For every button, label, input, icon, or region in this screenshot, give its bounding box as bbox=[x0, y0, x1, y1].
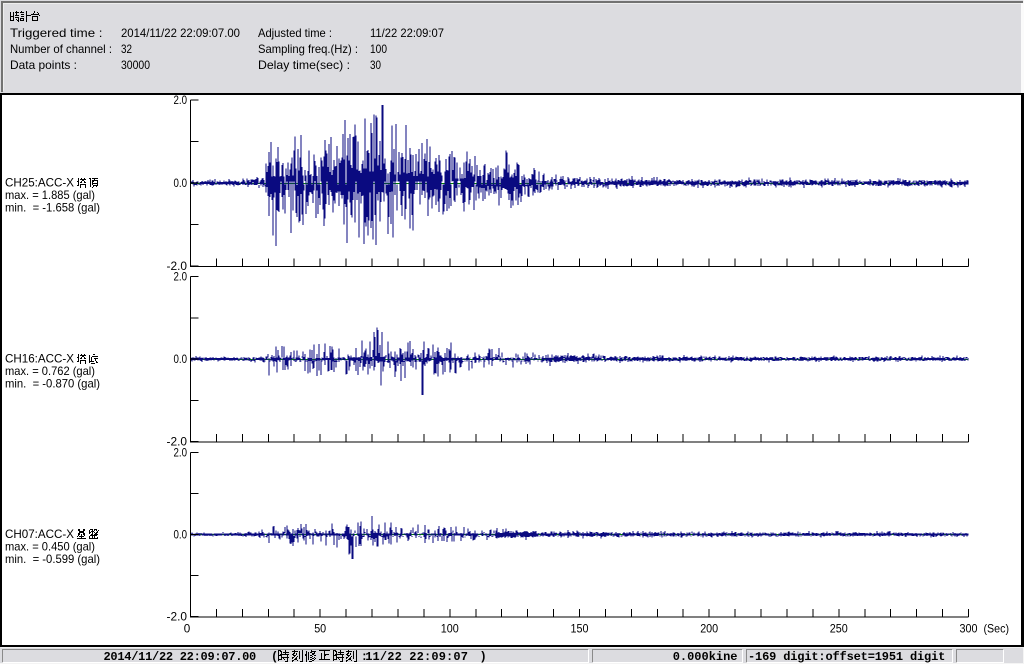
svg-text:Adjusted time :: Adjusted time : bbox=[258, 26, 332, 40]
svg-text:2.0: 2.0 bbox=[174, 446, 188, 460]
svg-text:min. = -0.870 (gal): min. = -0.870 (gal) bbox=[5, 377, 100, 391]
svg-text:max. = 0.450 (gal): max. = 0.450 (gal) bbox=[5, 540, 95, 554]
svg-text:2014/11/22 22:09:07.00: 2014/11/22 22:09:07.00 bbox=[121, 26, 240, 40]
svg-text:200: 200 bbox=[700, 622, 718, 636]
svg-text:max. = 0.762 (gal): max. = 0.762 (gal) bbox=[5, 364, 95, 378]
svg-text:250: 250 bbox=[830, 622, 848, 636]
svg-text:Delay time(sec) :: Delay time(sec) : bbox=[258, 58, 350, 72]
svg-text:50: 50 bbox=[314, 622, 326, 636]
svg-text:-2.0: -2.0 bbox=[167, 435, 188, 449]
svg-text:): ) bbox=[480, 650, 487, 664]
svg-text:100: 100 bbox=[441, 622, 459, 636]
svg-text:CH07:ACC-X: CH07:ACC-X bbox=[5, 527, 74, 541]
svg-text:30000: 30000 bbox=[121, 58, 150, 72]
svg-text:Data points :: Data points : bbox=[10, 58, 77, 72]
svg-text:max. = 1.885 (gal): max. = 1.885 (gal) bbox=[5, 188, 95, 202]
svg-text:2.0: 2.0 bbox=[174, 270, 188, 284]
svg-text:min. = -0.599 (gal): min. = -0.599 (gal) bbox=[5, 552, 100, 566]
svg-text:0.0: 0.0 bbox=[174, 176, 188, 190]
svg-text:0.000kine: 0.000kine bbox=[673, 650, 738, 664]
svg-text:300: 300 bbox=[960, 622, 978, 636]
svg-text:100: 100 bbox=[370, 42, 387, 56]
svg-text:32: 32 bbox=[121, 42, 132, 56]
svg-text:(Sec): (Sec) bbox=[984, 622, 1010, 636]
svg-text:Sampling freq.(Hz) :: Sampling freq.(Hz) : bbox=[258, 42, 358, 56]
svg-text:CH16:ACC-X: CH16:ACC-X bbox=[5, 352, 74, 366]
svg-text:11/22 22:09:07: 11/22 22:09:07 bbox=[370, 26, 444, 40]
svg-text:0.0: 0.0 bbox=[174, 352, 188, 366]
svg-text::: : bbox=[361, 650, 368, 664]
svg-text:-169 digit:offset=1951 digit: -169 digit:offset=1951 digit bbox=[748, 650, 945, 664]
svg-text:min. = -1.658 (gal): min. = -1.658 (gal) bbox=[5, 201, 100, 215]
svg-text:-2.0: -2.0 bbox=[167, 610, 188, 624]
svg-text:30: 30 bbox=[370, 58, 381, 72]
svg-text:2014/11/22 22:09:07.00: 2014/11/22 22:09:07.00 bbox=[104, 650, 257, 664]
svg-text:Number of channel :: Number of channel : bbox=[10, 42, 112, 56]
svg-text:0: 0 bbox=[184, 622, 191, 636]
svg-text:2.0: 2.0 bbox=[174, 93, 188, 107]
svg-text:(: ( bbox=[271, 650, 278, 664]
svg-text:11/22 22:09:07: 11/22 22:09:07 bbox=[365, 650, 468, 664]
svg-text:Triggered time :: Triggered time : bbox=[10, 26, 103, 40]
svg-text:-2.0: -2.0 bbox=[167, 259, 188, 273]
svg-text:CH25:ACC-X: CH25:ACC-X bbox=[5, 176, 74, 190]
svg-text:0.0: 0.0 bbox=[174, 528, 188, 542]
svg-text:150: 150 bbox=[571, 622, 589, 636]
